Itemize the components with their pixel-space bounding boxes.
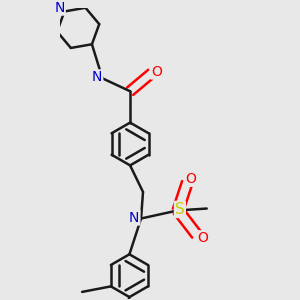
Text: O: O — [151, 64, 162, 79]
Text: O: O — [186, 172, 196, 186]
Text: N: N — [129, 211, 140, 224]
Text: O: O — [197, 231, 208, 245]
Text: N: N — [92, 70, 102, 84]
Text: N: N — [54, 1, 65, 15]
Text: S: S — [175, 202, 185, 217]
